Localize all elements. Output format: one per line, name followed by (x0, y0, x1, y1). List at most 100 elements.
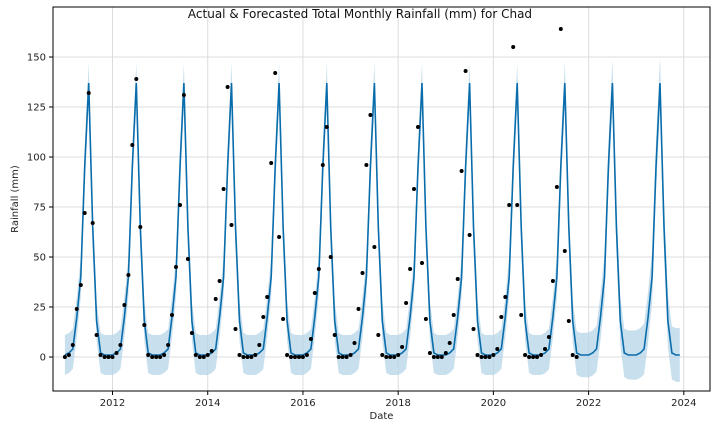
actual-data-point (201, 355, 206, 359)
actual-data-point (118, 343, 123, 347)
actual-data-point (328, 255, 333, 259)
actual-data-point (451, 313, 456, 317)
actual-data-point (122, 303, 127, 307)
actual-data-point (352, 341, 357, 345)
actual-data-point (324, 125, 329, 129)
actual-data-point (138, 225, 143, 229)
actual-data-point (300, 355, 305, 359)
actual-data-point (86, 91, 91, 95)
actual-data-point (392, 355, 397, 359)
actual-data-point (356, 307, 361, 311)
y-axis-ticks: 0 25 50 75 100 125 150 (27, 53, 53, 364)
forecast-series-line (64, 82, 680, 356)
actual-data-point (416, 125, 420, 129)
actual-data-point (273, 71, 278, 75)
actual-data-point (277, 235, 282, 239)
actual-data-point (197, 355, 202, 359)
actual-data-point (308, 337, 313, 341)
actual-data-point (554, 185, 559, 189)
actual-data-point (439, 355, 444, 359)
actual-data-point (281, 317, 286, 321)
actual-data-point (185, 257, 190, 261)
actual-data-point (443, 351, 448, 355)
actual-data-point (558, 27, 563, 31)
actual-data-point (495, 347, 500, 351)
x-tick-label: 2024 (671, 398, 696, 409)
x-tick-label: 2012 (100, 398, 125, 409)
actual-data-point (233, 327, 238, 331)
actual-data-point (221, 187, 226, 191)
actual-data-point (523, 353, 528, 357)
actual-data-point (249, 355, 254, 359)
x-tick-label: 2020 (481, 398, 506, 409)
actual-data-point (400, 345, 405, 349)
actual-data-point (98, 353, 103, 357)
actual-data-point (503, 295, 508, 299)
actual-data-point (475, 353, 480, 357)
y-tick-label: 125 (27, 103, 46, 114)
x-tick-label: 2014 (195, 398, 220, 409)
x-tick-label: 2022 (576, 398, 601, 409)
actual-data-point (114, 351, 119, 355)
actual-data-point (269, 161, 274, 165)
actual-data-point (320, 163, 325, 167)
actual-data-point (360, 271, 365, 275)
actual-data-point (566, 319, 571, 323)
actual-data-point (106, 355, 111, 359)
y-tick-label: 75 (33, 203, 46, 214)
actual-data-point (154, 355, 159, 359)
actual-data-point (420, 261, 424, 265)
x-axis-ticks: 2012 2014 2016 2018 2020 2022 2024 (100, 391, 697, 409)
actual-data-point (487, 355, 492, 359)
actual-data-point (348, 353, 353, 357)
actual-data-point (459, 169, 464, 173)
actual-data-point (110, 355, 115, 359)
actual-data-point (404, 301, 409, 305)
actual-data-point (511, 45, 516, 49)
actual-data-point (408, 267, 413, 271)
actual-data-point (332, 333, 337, 337)
actual-data-point (316, 267, 321, 271)
actual-data-point (336, 355, 341, 359)
actual-data-point (289, 355, 293, 359)
actual-data-point (471, 327, 476, 331)
actual-data-point (205, 353, 210, 357)
actual-data-point (285, 353, 290, 357)
actual-data-point (515, 203, 520, 207)
actual-data-point (265, 295, 270, 299)
actual-data-point (253, 353, 258, 357)
actual-data-point (193, 353, 198, 357)
actual-data-point (162, 353, 167, 357)
actual-data-point (376, 333, 381, 337)
actual-data-point (130, 143, 135, 147)
actual-data-point (380, 353, 385, 357)
y-tick-label: 25 (33, 303, 46, 314)
actual-data-point (74, 307, 79, 311)
actual-data-point (531, 355, 536, 359)
actual-data-point (519, 313, 524, 317)
actual-data-point (241, 355, 246, 359)
actual-data-point (229, 223, 234, 227)
actual-data-point (431, 355, 436, 359)
actual-data-point (94, 333, 99, 337)
actual-data-point (237, 353, 242, 357)
plot-frame (52, 6, 711, 392)
actual-data-point (340, 355, 345, 359)
actual-data-point (507, 203, 512, 207)
actual-data-point (479, 355, 484, 359)
actual-points-layer (62, 27, 579, 359)
actual-data-point (166, 343, 171, 347)
actual-data-point (364, 163, 369, 167)
actual-data-point (102, 355, 107, 359)
actual-data-point (213, 297, 218, 301)
y-tick-label: 100 (27, 153, 46, 164)
actual-data-point (181, 93, 186, 97)
actual-data-point (126, 273, 131, 277)
actual-data-point (261, 315, 266, 319)
actual-data-point (257, 343, 262, 347)
actual-data-point (467, 233, 472, 237)
actual-data-point (396, 353, 401, 357)
actual-data-point (423, 317, 428, 321)
actual-data-point (245, 355, 250, 359)
